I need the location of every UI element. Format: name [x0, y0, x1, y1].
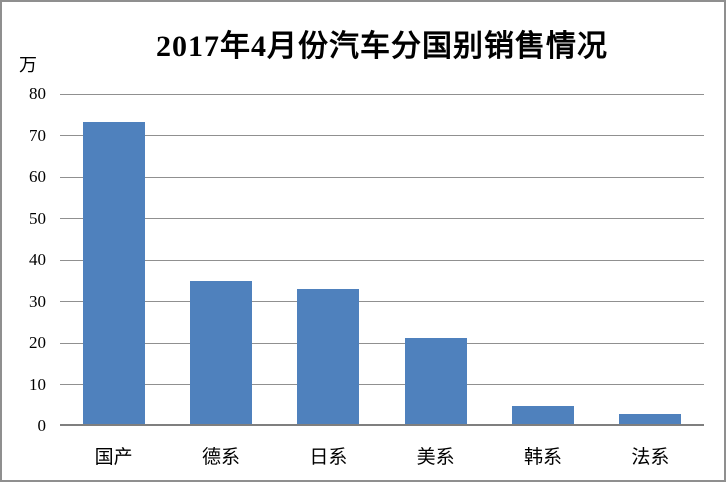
y-tick-label: 10 — [29, 374, 46, 394]
gridline — [60, 342, 704, 344]
y-tick-label: 30 — [29, 291, 46, 311]
x-tick-label: 日系 — [309, 447, 348, 468]
x-tick-label: 法系 — [631, 447, 670, 468]
y-tick-label: 50 — [29, 208, 46, 228]
gridline — [60, 218, 704, 219]
y-tick-label: 80 — [29, 84, 46, 103]
y-tick-label: 40 — [29, 250, 46, 269]
x-tick-label: 德系 — [201, 447, 240, 468]
y-tick-label: 70 — [29, 125, 46, 145]
bar-德系 — [190, 280, 252, 426]
x-tick-label: 韩系 — [523, 447, 562, 468]
gridline — [60, 384, 704, 385]
x-tick-label: 美系 — [416, 447, 455, 468]
y-tick-label: 0 — [37, 416, 47, 435]
x-tick-label: 国产 — [94, 447, 133, 468]
bar-韩系 — [512, 406, 574, 426]
bar-法系 — [619, 414, 682, 426]
gridline — [60, 301, 704, 302]
chart-title: 2017年4月份汽车分国别销售情况 — [156, 30, 608, 63]
y-tick-label: 20 — [29, 333, 46, 352]
gridline — [60, 176, 704, 178]
plot-area — [60, 93, 704, 426]
gridline — [60, 93, 704, 95]
gridline — [60, 259, 704, 261]
gridline — [60, 135, 704, 136]
x-axis-line — [60, 424, 704, 426]
bar-日系 — [297, 288, 360, 426]
y-tick-label: 60 — [29, 167, 46, 186]
y-axis-unit-label: 万 — [19, 55, 37, 75]
bar-国产 — [82, 121, 145, 426]
bar-美系 — [404, 337, 467, 426]
